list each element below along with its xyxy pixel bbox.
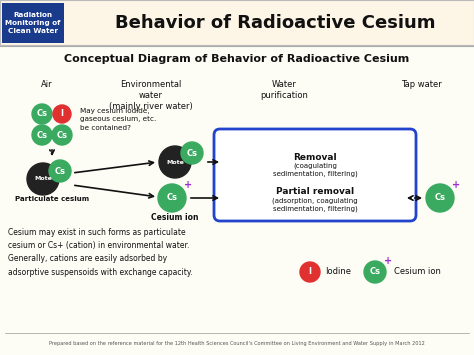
Text: Cesium ion: Cesium ion <box>394 268 441 277</box>
Text: Tap water: Tap water <box>401 80 441 89</box>
Text: Radiation
Monitoring of
Clean Water: Radiation Monitoring of Clean Water <box>5 12 61 34</box>
Circle shape <box>159 146 191 178</box>
Text: I: I <box>61 109 64 119</box>
FancyBboxPatch shape <box>2 3 64 43</box>
Text: Mote: Mote <box>166 159 184 164</box>
Text: +: + <box>384 256 392 266</box>
Circle shape <box>52 125 72 145</box>
Text: Environmental
water
(mainly river water): Environmental water (mainly river water) <box>109 80 193 111</box>
Circle shape <box>32 104 52 124</box>
Circle shape <box>426 184 454 212</box>
Text: Mote: Mote <box>34 176 52 181</box>
Text: Air: Air <box>41 80 53 89</box>
Text: Particulate cesium: Particulate cesium <box>15 196 89 202</box>
Text: I: I <box>309 268 311 277</box>
Text: Removal: Removal <box>293 153 337 162</box>
Text: Prepared based on the reference material for the 12th Health Sciences Council's : Prepared based on the reference material… <box>49 342 425 346</box>
Circle shape <box>27 163 59 195</box>
Circle shape <box>364 261 386 283</box>
FancyBboxPatch shape <box>0 0 474 45</box>
Circle shape <box>158 184 186 212</box>
Text: Iodine: Iodine <box>325 268 351 277</box>
FancyBboxPatch shape <box>214 129 416 221</box>
Text: Partial removal: Partial removal <box>276 187 354 197</box>
Text: Behavior of Radioactive Cesium: Behavior of Radioactive Cesium <box>115 14 435 32</box>
Text: Conceptual Diagram of Behavior of Radioactive Cesium: Conceptual Diagram of Behavior of Radioa… <box>64 54 410 64</box>
Text: +: + <box>452 180 460 190</box>
Text: Cs: Cs <box>166 193 177 202</box>
Text: Cs: Cs <box>186 148 198 158</box>
Circle shape <box>181 142 203 164</box>
Text: Cesium ion: Cesium ion <box>151 213 199 223</box>
Text: (coagulating
sedimentation, filtering): (coagulating sedimentation, filtering) <box>273 163 357 177</box>
Text: Cs: Cs <box>56 131 67 140</box>
Text: May cesium iodide,
gaseous cesium, etc.
be contained?: May cesium iodide, gaseous cesium, etc. … <box>80 108 156 131</box>
Text: Cs: Cs <box>36 131 47 140</box>
Text: Cs: Cs <box>435 193 446 202</box>
FancyBboxPatch shape <box>0 46 474 355</box>
Text: Cs: Cs <box>370 268 381 277</box>
Text: Water
purification: Water purification <box>260 80 308 100</box>
Circle shape <box>53 105 71 123</box>
Text: (adsorption, coagulating
sedimentation, filtering): (adsorption, coagulating sedimentation, … <box>272 198 358 212</box>
Text: Cesium may exist in such forms as particulate
cesium or Cs+ (cation) in environm: Cesium may exist in such forms as partic… <box>8 228 192 277</box>
Circle shape <box>49 160 71 182</box>
Text: +: + <box>184 180 192 190</box>
Circle shape <box>32 125 52 145</box>
Text: Cs: Cs <box>36 109 47 119</box>
Text: Cs: Cs <box>55 166 65 175</box>
Circle shape <box>300 262 320 282</box>
